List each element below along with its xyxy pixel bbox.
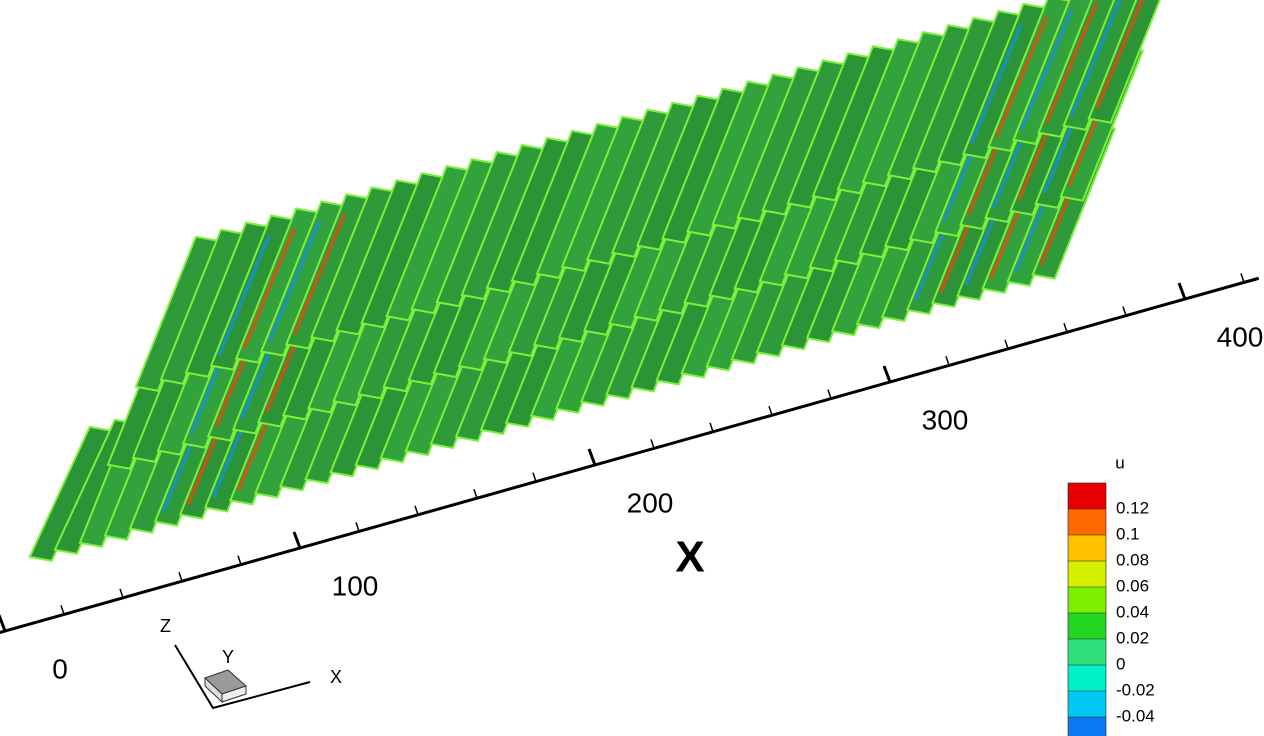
- x-minor-tick: [1004, 339, 1009, 350]
- colorbar-title: u: [1115, 453, 1124, 472]
- colorbar-swatch: [1068, 665, 1106, 691]
- colorbar-label: 0.06: [1116, 576, 1149, 595]
- x-minor-tick: [1063, 322, 1068, 333]
- surface-highlight: [1044, 1, 1099, 124]
- surface-highlight: [994, 16, 1049, 138]
- surface-highlight: [1019, 9, 1074, 131]
- x-minor-tick: [1240, 273, 1245, 283]
- x-axis-line: [0, 276, 1260, 634]
- x-tick-label: 300: [922, 404, 969, 435]
- colorbar-swatch: [1068, 717, 1106, 736]
- surface-highlight: [217, 234, 271, 357]
- colorbar-swatch: [1068, 691, 1106, 717]
- surface-highlight: [242, 227, 297, 350]
- x-minor-tick: [709, 422, 714, 433]
- triad-box-side: [204, 676, 223, 704]
- colorbar-swatch: [1068, 639, 1106, 665]
- colorbar-label: 0.12: [1116, 498, 1149, 517]
- colorbar-label: -0.04: [1116, 706, 1155, 725]
- x-axis: 0 100 200 300 400: [0, 273, 1263, 684]
- x-tick: [587, 448, 597, 466]
- x-tick-label: 0: [52, 653, 68, 684]
- triad-axes: [174, 644, 311, 710]
- x-tick-label: 400: [1217, 321, 1264, 352]
- surface-panel: [1012, 0, 1095, 145]
- colorbar-swatch: [1068, 483, 1106, 509]
- x-tick-label: 100: [332, 570, 379, 601]
- triad-z-label: Z: [160, 616, 171, 636]
- x-minor-tick: [414, 505, 419, 516]
- surface-highlight: [1094, 0, 1145, 110]
- x-minor-tick: [355, 522, 360, 532]
- triad-x-label: X: [330, 667, 342, 687]
- x-tick: [0, 614, 7, 632]
- x-minor-tick: [945, 356, 950, 366]
- x-axis-title: X: [675, 533, 704, 582]
- colorbar-label: 0: [1116, 654, 1125, 673]
- colorbar-frame: [1067, 482, 1107, 736]
- x-minor-tick: [827, 389, 832, 399]
- surface-highlight: [292, 213, 347, 336]
- x-minor-tick: [473, 488, 478, 499]
- colorbar-label: 0.04: [1116, 602, 1149, 621]
- triad-y-label: Y: [222, 647, 234, 667]
- x-minor-tick: [650, 439, 655, 449]
- x-minor-tick: [237, 555, 242, 565]
- surface-panel: [1087, 0, 1161, 124]
- colorbar-swatch: [1068, 535, 1106, 561]
- colorbar-swatch: [1068, 587, 1106, 613]
- colorbar-label: 0.1: [1116, 524, 1140, 543]
- colorbar-label: -0.02: [1116, 680, 1155, 699]
- x-tick: [882, 365, 892, 383]
- surface-panel: [1062, 0, 1139, 131]
- x-minor-tick: [768, 405, 773, 416]
- colorbar: u 0.12 0.1 0.08 0.06 0.04 0.02 0 -0.02 -0.04 -0.0…: [1067, 453, 1155, 736]
- surface-highlight: [267, 220, 322, 343]
- surface-highlight: [969, 23, 1024, 145]
- colorbar-swatch: [1068, 509, 1106, 535]
- surface-panel: [1037, 0, 1117, 138]
- colorbar-swatch: [1068, 561, 1106, 587]
- colorbar-swatch: [1068, 613, 1106, 639]
- x-tick: [292, 531, 302, 549]
- x-minor-tick: [60, 605, 65, 615]
- colorbar-label: 0.08: [1116, 550, 1149, 569]
- x-minor-tick: [532, 472, 537, 482]
- x-minor-tick: [119, 588, 124, 599]
- surface-highlight: [1069, 0, 1123, 117]
- x-minor-tick: [178, 571, 183, 582]
- isosurfaces: [28, 0, 1161, 562]
- x-minor-tick: [1122, 306, 1127, 316]
- x-tick-label: 200: [627, 487, 674, 518]
- x-tick: [1177, 282, 1187, 300]
- orientation-triad: Z Y X: [160, 616, 342, 710]
- colorbar-label: -0.06: [1116, 732, 1155, 736]
- colorbar-label: 0.02: [1116, 628, 1149, 647]
